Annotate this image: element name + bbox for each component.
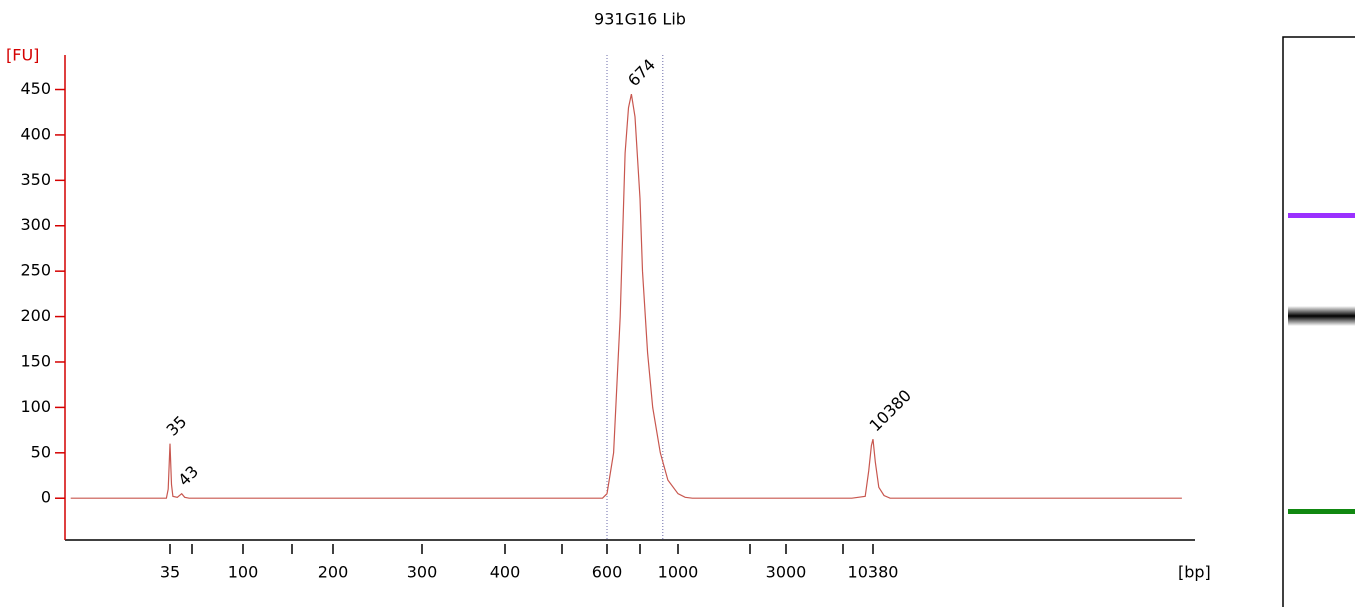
y-tick-label: 150 (20, 351, 51, 370)
peak-label: 674 (624, 55, 659, 90)
x-tick-label: 1000 (658, 563, 699, 582)
y-axis-label: [FU] (6, 46, 39, 65)
y-tick-label: 350 (20, 170, 51, 189)
trace (70, 93, 1182, 499)
x-tick-label: 10380 (848, 563, 899, 582)
x-tick-label: 100 (228, 563, 259, 582)
y-tick-label: 450 (20, 79, 51, 98)
x-tick-label: 400 (490, 563, 521, 582)
x-tick-label: 600 (592, 563, 623, 582)
x-tick-label: 3000 (766, 563, 807, 582)
peak-label: 43 (174, 462, 202, 490)
y-tick-label: 250 (20, 261, 51, 280)
y-tick-label: 100 (20, 397, 51, 416)
peak-label: 35 (163, 412, 191, 440)
x-tick-label: 200 (318, 563, 349, 582)
y-tick-label: 300 (20, 215, 51, 234)
x-tick-label: 300 (407, 563, 438, 582)
gel-band-lower-marker (1288, 509, 1355, 514)
y-tick-label: 200 (20, 306, 51, 325)
x-tick-label: 35 (160, 563, 180, 582)
gel-band-sample (1288, 306, 1355, 326)
gel-band-upper-marker (1288, 213, 1355, 218)
y-tick-label: 50 (31, 442, 51, 461)
y-tick-label: 400 (20, 124, 51, 143)
chart-title: 931G16 Lib (594, 10, 686, 29)
peak-label: 10380 (866, 386, 915, 435)
y-tick-label: 0 (41, 488, 51, 507)
x-axis-label: [bp] (1178, 563, 1211, 582)
